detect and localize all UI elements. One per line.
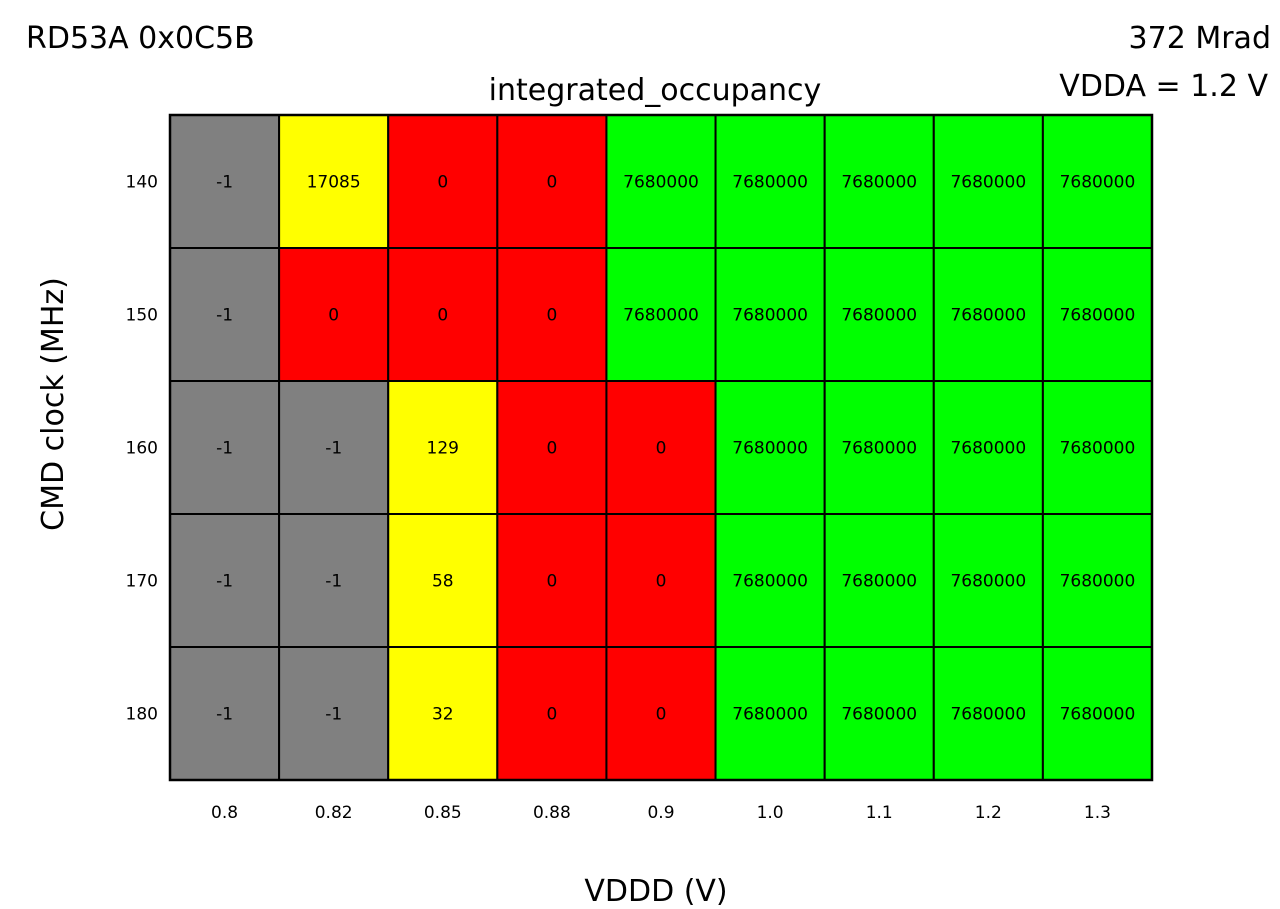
cell-value-label: -1 bbox=[216, 173, 233, 193]
x-tick-label: 1.1 bbox=[866, 803, 893, 823]
cell-value-label: 0 bbox=[656, 439, 667, 459]
heatmap-cell bbox=[169, 114, 281, 249]
heatmap-cell bbox=[169, 646, 281, 781]
cell-value-label: 0 bbox=[546, 572, 557, 592]
cell-value-label: 7680000 bbox=[841, 173, 917, 193]
cell-value-label: 0 bbox=[546, 439, 557, 459]
x-tick-labels: 0.8 0.82 0.85 0.88 0.9 1.0 1.1 1.2 1.3 bbox=[211, 803, 1111, 823]
cell-value-label: -1 bbox=[216, 439, 233, 459]
heatmap-cell bbox=[496, 513, 608, 648]
cell-value-label: 7680000 bbox=[950, 705, 1026, 725]
cell-value-label: 7680000 bbox=[841, 572, 917, 592]
x-tick-label: 0.82 bbox=[315, 803, 353, 823]
heatmap-cell bbox=[496, 646, 608, 781]
cell-value-label: 7680000 bbox=[1060, 572, 1136, 592]
cell-value-label: 0 bbox=[437, 173, 448, 193]
header-left: RD53A 0x0C5B bbox=[26, 21, 255, 56]
cell-value-label: 129 bbox=[427, 439, 459, 459]
cell-value-label: 7680000 bbox=[841, 439, 917, 459]
cell-value-label: 17085 bbox=[307, 173, 361, 193]
heatmap-cell bbox=[823, 646, 935, 781]
x-tick-label: 0.9 bbox=[647, 803, 674, 823]
x-axis-label: VDDD (V) bbox=[584, 874, 727, 909]
heatmap-cell bbox=[1041, 646, 1154, 781]
cell-value-label: 0 bbox=[656, 705, 667, 725]
header-right-vdda: VDDA = 1.2 V bbox=[1059, 69, 1268, 104]
cell-value-label: 7680000 bbox=[732, 705, 808, 725]
x-tick-label: 1.0 bbox=[757, 803, 784, 823]
cell-value-label: -1 bbox=[325, 705, 342, 725]
heatmap-cell bbox=[605, 247, 717, 382]
cell-value-label: -1 bbox=[216, 306, 233, 326]
chart-title: integrated_occupancy bbox=[489, 73, 822, 108]
cell-value-label: 7680000 bbox=[950, 572, 1026, 592]
cell-value-label: -1 bbox=[325, 439, 342, 459]
cell-value-label: 7680000 bbox=[732, 173, 808, 193]
heatmap-cell bbox=[605, 380, 717, 515]
cell-value-label: -1 bbox=[325, 572, 342, 592]
plot-border bbox=[168, 113, 1154, 782]
heatmap-cell bbox=[932, 114, 1044, 249]
cell-value-label: 7680000 bbox=[950, 439, 1026, 459]
cell-value-label: 7680000 bbox=[950, 173, 1026, 193]
cell-value-label: 7680000 bbox=[732, 572, 808, 592]
heatmap-cell bbox=[387, 247, 499, 382]
heatmap-cell bbox=[169, 380, 281, 515]
cell-value-label: 0 bbox=[546, 173, 557, 193]
y-tick-label: 180 bbox=[126, 705, 158, 725]
cell-value-label: 58 bbox=[432, 572, 454, 592]
cell-value-label: 7680000 bbox=[623, 306, 699, 326]
cell-value-label: 7680000 bbox=[1060, 173, 1136, 193]
y-axis-label: CMD clock (MHz) bbox=[36, 277, 71, 531]
cell-value-label: -1 bbox=[216, 705, 233, 725]
heatmap-cell bbox=[278, 380, 390, 515]
cell-value-label: 7680000 bbox=[841, 705, 917, 725]
cell-value-label: 0 bbox=[656, 572, 667, 592]
heatmap-cell bbox=[1041, 513, 1154, 648]
heatmap-cell bbox=[278, 513, 390, 648]
x-tick-label: 0.85 bbox=[424, 803, 462, 823]
heatmap-cell bbox=[387, 646, 499, 781]
y-tick-label: 170 bbox=[126, 572, 158, 592]
cell-value-label: 7680000 bbox=[732, 306, 808, 326]
heatmap-cell bbox=[278, 114, 390, 249]
heatmap-cell bbox=[1041, 247, 1154, 382]
cell-value-label: -1 bbox=[216, 572, 233, 592]
cell-value-label: 7680000 bbox=[1060, 306, 1136, 326]
heatmap-cell bbox=[1041, 380, 1154, 515]
x-tick-label: 1.3 bbox=[1084, 803, 1111, 823]
heatmap-cell bbox=[714, 646, 826, 781]
heatmap-cell bbox=[169, 247, 281, 382]
cell-value-label: 0 bbox=[437, 306, 448, 326]
y-tick-label: 140 bbox=[126, 173, 158, 193]
y-tick-labels: 140 150 160 170 180 bbox=[126, 173, 158, 725]
y-tick-label: 160 bbox=[126, 439, 158, 459]
heatmap-cells: -1 17085 0 0 7680000 7680000 7680000 7680000 768… bbox=[168, 113, 1154, 782]
heatmap-cell bbox=[496, 380, 608, 515]
cell-value-label: 0 bbox=[546, 306, 557, 326]
heatmap-cell bbox=[169, 513, 281, 648]
x-tick-label: 1.2 bbox=[975, 803, 1002, 823]
y-tick-label: 150 bbox=[126, 306, 158, 326]
cell-value-label: 7680000 bbox=[1060, 439, 1136, 459]
cell-value-label: 7680000 bbox=[950, 306, 1026, 326]
heatmap-cell bbox=[714, 114, 826, 249]
x-tick-label: 0.88 bbox=[533, 803, 571, 823]
cell-value-label: 7680000 bbox=[623, 173, 699, 193]
heatmap-cell bbox=[823, 380, 935, 515]
cell-value-label: 0 bbox=[546, 705, 557, 725]
heatmap-cell bbox=[387, 380, 499, 515]
cell-value-label: 0 bbox=[328, 306, 339, 326]
x-tick-label: 0.8 bbox=[211, 803, 238, 823]
cell-value-label: 7680000 bbox=[1060, 705, 1136, 725]
header-right-radiation: 372 Mrad bbox=[1129, 21, 1271, 56]
cell-value-label: 7680000 bbox=[732, 439, 808, 459]
heatmap-cell bbox=[823, 247, 935, 382]
cell-value-label: 7680000 bbox=[841, 306, 917, 326]
heatmap-cell bbox=[932, 247, 1044, 382]
cell-value-label: 32 bbox=[432, 705, 454, 725]
